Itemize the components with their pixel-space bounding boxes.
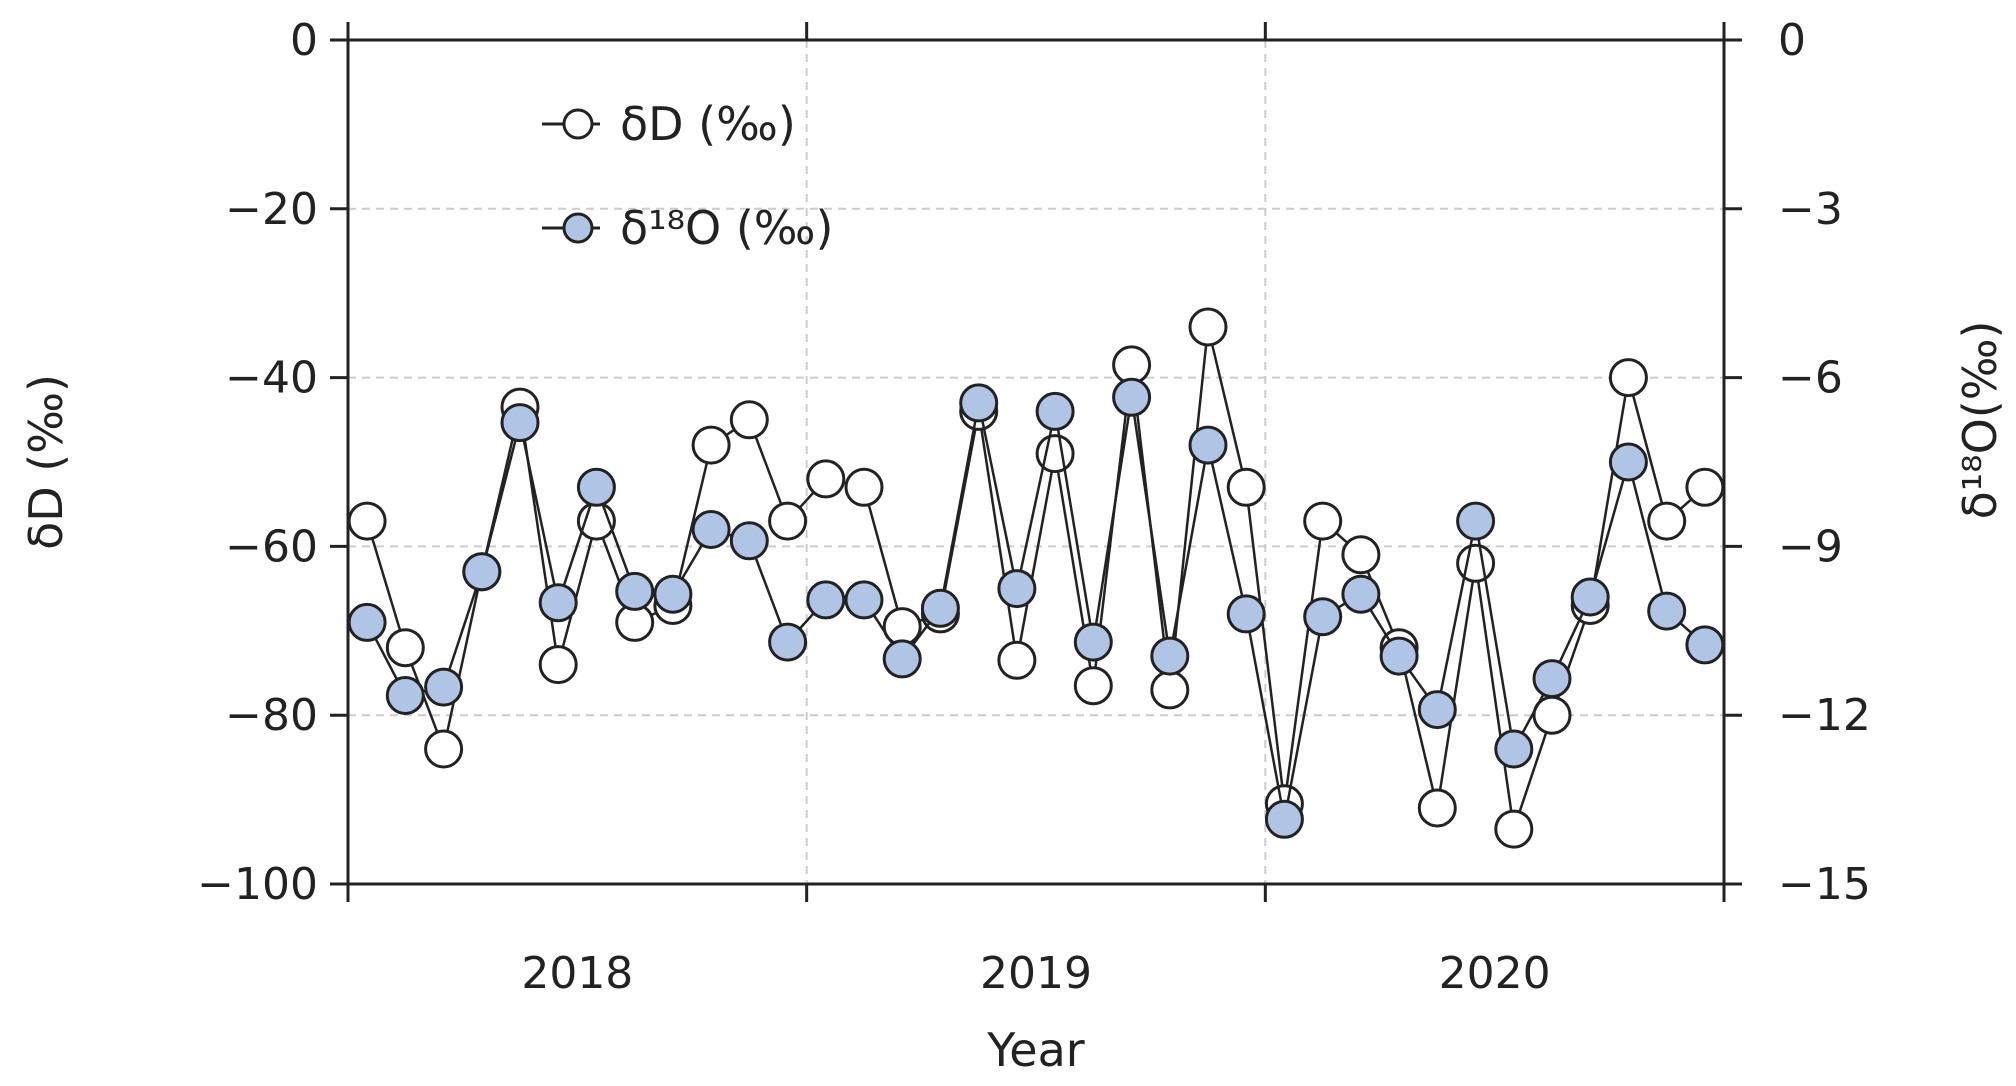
data-point-d18o <box>576 467 616 507</box>
data-point-d18o <box>1264 799 1304 839</box>
right-axis: 0 −3 −6 −9 −12 −15 <box>1724 15 1871 910</box>
data-point-d18o <box>1188 425 1228 465</box>
right-tick-label: −3 <box>1778 184 1843 235</box>
series-line-d18o <box>365 397 1706 820</box>
data-point-d18o <box>538 583 578 623</box>
left-tick-label: −40 <box>225 353 318 404</box>
left-tick-label: −20 <box>225 184 318 235</box>
legend-item-d18o: δ¹⁸O (‰) <box>542 201 833 255</box>
data-point-dd <box>1685 467 1725 507</box>
right-tick-label: −15 <box>1778 859 1871 910</box>
x-axis: 2018 2019 2020 <box>346 22 1726 999</box>
data-point-d18o <box>691 510 731 549</box>
data-point-d18o <box>997 569 1037 609</box>
series-layer <box>347 307 1725 849</box>
x-tick-label: 2018 <box>521 948 633 999</box>
data-point-dd <box>538 645 578 685</box>
data-point-d18o <box>424 667 464 707</box>
data-point-dd <box>997 640 1037 680</box>
right-tick-label: 0 <box>1778 15 1806 66</box>
data-point-d18o <box>1608 442 1648 482</box>
data-point-dd <box>1647 501 1687 541</box>
x-tick-label: 2019 <box>980 948 1092 999</box>
legend-label-d18o: δ¹⁸O (‰) <box>620 201 833 255</box>
data-point-dd <box>768 501 808 541</box>
data-point-dd <box>729 400 769 440</box>
data-point-dd <box>385 628 425 668</box>
data-point-d18o <box>920 588 960 628</box>
data-point-d18o <box>500 403 540 443</box>
data-point-d18o <box>768 622 808 662</box>
data-point-d18o <box>806 580 846 620</box>
data-point-d18o <box>1379 636 1419 676</box>
data-point-d18o <box>1532 659 1572 699</box>
grid-layer <box>348 40 1724 884</box>
x-axis-title: Year <box>986 1023 1084 1077</box>
data-point-d18o <box>653 574 693 614</box>
legend-marker-dd <box>562 108 594 140</box>
data-point-dd <box>1494 809 1534 849</box>
data-point-d18o <box>844 580 884 620</box>
data-point-d18o <box>1417 690 1457 730</box>
data-point-d18o <box>1685 625 1725 665</box>
x-tick-label: 2020 <box>1439 948 1551 999</box>
right-tick-label: −6 <box>1778 353 1843 404</box>
data-point-dd <box>1226 467 1266 507</box>
data-point-dd <box>806 459 846 499</box>
data-point-dd <box>1073 666 1113 706</box>
plot-frame <box>346 38 1726 886</box>
legend-label-dd: δD (‰) <box>620 97 796 151</box>
left-axis: 0 −20 −40 −60 −80 −100 <box>197 15 348 910</box>
data-point-d18o <box>1303 597 1343 637</box>
data-point-dd <box>347 501 387 541</box>
legend-marker-d18o <box>562 212 594 244</box>
left-tick-label: −60 <box>225 521 318 572</box>
data-point-d18o <box>1647 591 1687 631</box>
data-point-d18o <box>729 521 769 561</box>
legend: δD (‰) δ¹⁸O (‰) <box>542 97 833 255</box>
data-point-d18o <box>882 639 922 679</box>
left-tick-label: 0 <box>290 15 318 66</box>
data-point-dd <box>1341 535 1381 575</box>
data-point-dd <box>1303 501 1343 541</box>
left-tick-label: −80 <box>225 690 318 741</box>
data-point-dd <box>844 467 884 507</box>
data-point-d18o <box>1226 594 1266 634</box>
data-point-d18o <box>959 383 999 423</box>
data-point-d18o <box>1456 501 1496 541</box>
series-line-dd <box>365 326 1706 830</box>
left-tick-label: −100 <box>197 859 318 910</box>
data-point-d18o <box>615 571 655 611</box>
data-point-dd <box>424 729 464 769</box>
data-point-dd <box>1456 543 1496 583</box>
data-point-d18o <box>347 602 387 642</box>
data-point-dd <box>1112 345 1152 385</box>
data-point-d18o <box>1341 574 1381 614</box>
data-point-d18o <box>462 552 502 592</box>
data-point-d18o <box>1570 577 1610 617</box>
data-point-d18o <box>1494 729 1534 769</box>
data-point-dd <box>691 425 731 465</box>
data-point-dd <box>1188 307 1228 347</box>
data-point-dd <box>1608 358 1648 398</box>
data-point-dd <box>1150 670 1190 710</box>
data-point-d18o <box>1035 391 1075 431</box>
right-tick-label: −12 <box>1778 690 1871 741</box>
right-axis-title: δ¹⁸O(‰) <box>1953 321 2007 520</box>
data-point-d18o <box>385 676 425 715</box>
data-point-d18o <box>1073 622 1113 662</box>
data-point-dd <box>1417 788 1457 828</box>
right-tick-label: −9 <box>1778 521 1843 572</box>
left-axis-title: δD (‰) <box>19 374 73 550</box>
data-point-d18o <box>1112 377 1152 417</box>
legend-item-dd: δD (‰) <box>542 97 796 151</box>
data-point-d18o <box>1150 636 1190 676</box>
